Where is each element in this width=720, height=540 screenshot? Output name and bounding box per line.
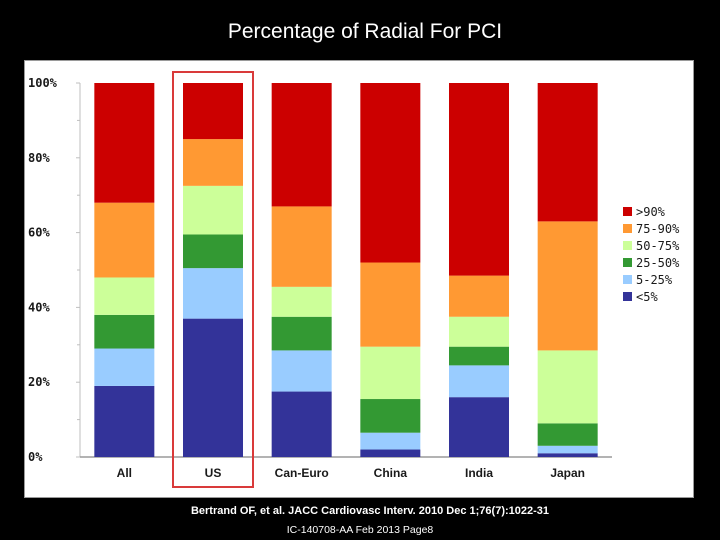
bar-india-5-25 [449, 365, 509, 398]
bar-japan-5 [537, 453, 598, 457]
y-tick-label: 60% [28, 226, 50, 240]
bar-us-50-75 [183, 185, 243, 235]
bar-all-75-90 [94, 202, 155, 278]
bar-all-5 [94, 385, 155, 457]
bar-can-euro-75-90 [271, 206, 332, 287]
bar-all-25-50 [94, 314, 155, 349]
legend-label: <5% [636, 290, 658, 304]
highlight-box [172, 71, 254, 488]
bar-japan-90 [537, 83, 598, 222]
y-tick-label: 0% [28, 450, 43, 464]
bar-china-90 [360, 83, 421, 263]
y-tick-label: 100% [28, 76, 58, 90]
bar-all-50-75 [94, 277, 155, 315]
legend-swatch [623, 258, 632, 267]
bar-can-euro-90 [271, 83, 332, 207]
bar-us-75-90 [183, 139, 243, 186]
bar-china-25-50 [360, 399, 421, 433]
bar-india-25-50 [449, 346, 509, 366]
bar-japan-75-90 [537, 221, 598, 351]
bar-china-50-75 [360, 346, 421, 400]
bar-us-90 [183, 83, 243, 140]
legend-label: 75-90% [636, 222, 680, 236]
footer: IC-140708-AA Feb 2013 Page8 [286, 524, 434, 536]
legend-label: 25-50% [636, 256, 680, 270]
legend-label: >90% [636, 205, 666, 219]
bar-can-euro-5-25 [271, 350, 332, 392]
bar-india-75-90 [449, 275, 509, 317]
bar-us-25-50 [183, 234, 243, 269]
x-tick-label: US [205, 466, 222, 480]
legend-swatch [623, 275, 632, 284]
y-tick-label: 80% [28, 151, 50, 165]
y-tick-label: 40% [28, 300, 50, 314]
stacked-bar-chart: 0% 20% 40% 60% 80% 100% All US Can-Euro China Indi… [28, 71, 680, 488]
bar-china-75-90 [360, 262, 421, 347]
slide-title: Percentage of Radial For PCI [227, 20, 503, 43]
x-tick-label: China [374, 466, 408, 480]
bar-can-euro-25-50 [271, 316, 332, 351]
legend-label: 5-25% [636, 273, 673, 287]
legend-swatch [623, 241, 632, 250]
bar-all-90 [94, 83, 155, 203]
legend-swatch [623, 224, 632, 233]
x-tick-label: All [117, 466, 132, 480]
legend-label: 50-75% [636, 239, 680, 253]
bar-china-5-25 [360, 432, 421, 450]
bar-japan-25-50 [537, 423, 598, 446]
bar-india-90 [449, 83, 509, 276]
bar-china-5 [360, 449, 421, 457]
citation: Bertrand OF, et al. JACC Cardiovasc Inte… [190, 505, 550, 517]
y-tick-label: 20% [28, 375, 50, 389]
bar-can-euro-50-75 [271, 286, 332, 317]
bar-all-5-25 [94, 348, 155, 386]
x-tick-label: Japan [550, 466, 585, 480]
bar-india-5 [449, 397, 509, 457]
x-tick-label: India [465, 466, 493, 480]
chart-frame: 0% 20% 40% 60% 80% 100% All US Can-Euro China Indi… [24, 60, 694, 498]
bar-japan-5-25 [537, 445, 598, 454]
bar-can-euro-5 [271, 391, 332, 457]
bar-japan-50-75 [537, 350, 598, 424]
bar-us-5 [183, 318, 243, 457]
legend-swatch [623, 207, 632, 216]
legend-swatch [623, 292, 632, 301]
x-tick-label: Can-Euro [275, 466, 329, 480]
bar-us-5-25 [183, 268, 243, 319]
bar-india-50-75 [449, 316, 509, 347]
